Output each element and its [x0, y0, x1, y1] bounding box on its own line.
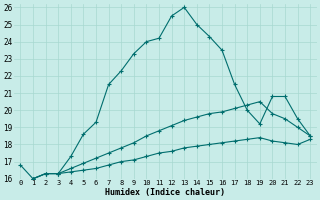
X-axis label: Humidex (Indice chaleur): Humidex (Indice chaleur) [105, 188, 225, 197]
